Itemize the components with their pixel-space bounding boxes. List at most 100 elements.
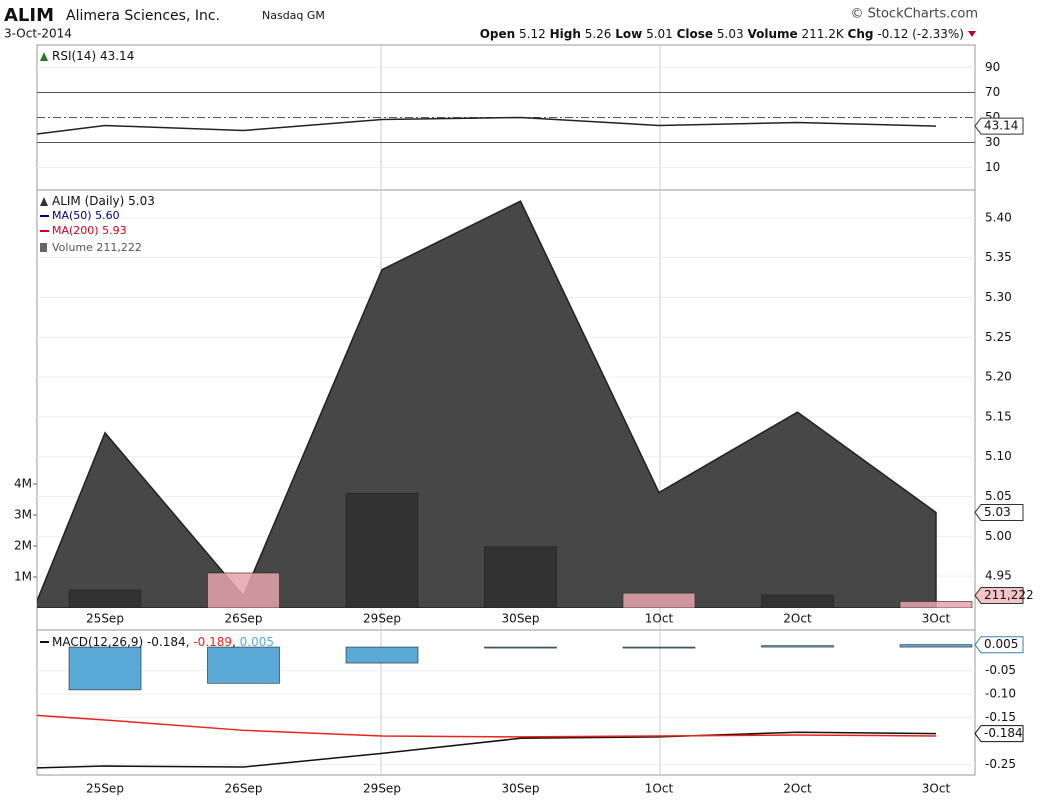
y-tick-label: 30 bbox=[985, 135, 1000, 149]
line bbox=[37, 714, 937, 738]
value: -0.12 (-2.33%) bbox=[877, 27, 964, 41]
label: Close bbox=[677, 27, 713, 41]
x-tick-label: 29Sep bbox=[363, 782, 401, 796]
y-tick-label: 5.05 bbox=[985, 489, 1012, 503]
plot bbox=[37, 67, 975, 168]
legend-name: MACD(12,26,9) bbox=[52, 635, 143, 649]
legend-value: -0.184 bbox=[147, 635, 186, 649]
bar bbox=[761, 594, 834, 608]
x-tick-label: 29Sep bbox=[363, 612, 401, 626]
line bbox=[37, 116, 937, 135]
value-tag bbox=[974, 503, 1024, 521]
bar bbox=[484, 646, 557, 649]
bar bbox=[484, 546, 557, 608]
y-tick-label: 5.20 bbox=[985, 370, 1012, 384]
value-tag bbox=[974, 117, 1024, 135]
legend-separator: , bbox=[232, 635, 240, 649]
label: Volume bbox=[747, 27, 797, 41]
y-tick-label: 5.35 bbox=[985, 250, 1012, 264]
legend-icon bbox=[40, 197, 48, 206]
plot bbox=[37, 200, 975, 608]
bar bbox=[345, 492, 419, 608]
y-tick-label: 70 bbox=[985, 85, 1000, 99]
value-tag bbox=[974, 725, 1024, 743]
down-arrow bbox=[968, 31, 976, 37]
x-tick-label: 26Sep bbox=[225, 612, 263, 626]
y-tick-label: 10 bbox=[985, 160, 1000, 174]
x-tick-label: 1Oct bbox=[645, 782, 674, 796]
legend: MACD(12,26,9) -0.184, -0.189, 0.005 bbox=[52, 635, 274, 649]
x-tick-label: 30Sep bbox=[502, 612, 540, 626]
value-tag bbox=[974, 586, 1024, 604]
bar bbox=[622, 646, 696, 649]
legend: MA(200) 5.93 bbox=[52, 224, 127, 237]
x-tick-label: 30Sep bbox=[502, 782, 540, 796]
legend-name: ALIM (Daily) bbox=[52, 194, 124, 208]
value-tag-label: 0.005 bbox=[984, 637, 1018, 651]
y-tick-label: 5.25 bbox=[985, 330, 1012, 344]
legend-icon bbox=[40, 243, 47, 252]
legend: Volume 211,222 bbox=[52, 241, 142, 254]
y2-tick-label: 4M bbox=[14, 476, 32, 490]
legend-name: MA(50) bbox=[52, 209, 92, 222]
value-tag-label: 43.14 bbox=[984, 119, 1018, 133]
x-tick-label: 3Oct bbox=[922, 782, 951, 796]
legend-name: MA(200) bbox=[52, 224, 99, 237]
y-tick-label: -0.15 bbox=[985, 710, 1016, 724]
value-tag-label: 5.03 bbox=[984, 505, 1011, 519]
value-tag-label: -0.184 bbox=[984, 726, 1023, 740]
legend-value: 0.005 bbox=[240, 635, 274, 649]
value: 5.03 bbox=[717, 27, 744, 41]
plot bbox=[37, 644, 975, 769]
bar bbox=[207, 572, 280, 608]
y-tick-label: -0.05 bbox=[985, 663, 1016, 677]
bar bbox=[68, 646, 142, 691]
line bbox=[37, 731, 937, 769]
y-tick-label: 5.40 bbox=[985, 210, 1012, 224]
y-tick-label: 5.00 bbox=[985, 529, 1012, 543]
bar bbox=[68, 589, 142, 608]
y2-tick-label: 3M bbox=[14, 507, 32, 521]
y-tick-label: 5.30 bbox=[985, 290, 1012, 304]
x-tick-label: 25Sep bbox=[86, 612, 124, 626]
bar bbox=[207, 646, 280, 684]
legend-value: 5.93 bbox=[102, 224, 127, 237]
label: Low bbox=[615, 27, 642, 41]
x-tick-label: 2Oct bbox=[783, 612, 812, 626]
legend-value: -0.189 bbox=[193, 635, 232, 649]
date: 3-Oct-2014 bbox=[4, 27, 72, 41]
legend-value: 5.60 bbox=[95, 209, 120, 222]
value: 5.26 bbox=[585, 27, 612, 41]
source: © StockCharts.com bbox=[850, 7, 978, 22]
bar bbox=[345, 646, 419, 664]
legend: ALIM (Daily) 5.03 bbox=[52, 194, 155, 208]
label: Open bbox=[480, 27, 515, 41]
y-tick-label: 5.10 bbox=[985, 449, 1012, 463]
legend: RSI(14) 43.14 bbox=[52, 49, 134, 63]
symbol: ALIM bbox=[4, 5, 54, 26]
value: 211.2K bbox=[801, 27, 844, 41]
y2-tick-label: 2M bbox=[14, 538, 32, 552]
y-tick-label: 4.95 bbox=[985, 569, 1012, 583]
value-tag bbox=[974, 636, 1024, 654]
y2-tick-label: 1M bbox=[14, 569, 32, 583]
value: 5.01 bbox=[646, 27, 673, 41]
y-tick-label: -0.10 bbox=[985, 687, 1016, 701]
quote: Open 5.12 High 5.26 Low 5.01 Close 5.03 … bbox=[480, 27, 964, 41]
panel-border bbox=[36, 629, 976, 776]
company: Alimera Sciences, Inc. bbox=[66, 8, 220, 24]
y-tick-label: 90 bbox=[985, 60, 1000, 74]
legend-value: 211,222 bbox=[96, 241, 142, 254]
x-tick-label: 26Sep bbox=[225, 782, 263, 796]
area bbox=[37, 200, 937, 608]
legend-value: 43.14 bbox=[100, 49, 134, 63]
x-tick-label: 25Sep bbox=[86, 782, 124, 796]
x-tick-label: 2Oct bbox=[783, 782, 812, 796]
exchange: Nasdaq GM bbox=[262, 9, 325, 22]
y-tick-label: 5.15 bbox=[985, 409, 1012, 423]
value: 5.12 bbox=[519, 27, 546, 41]
legend-icon bbox=[40, 52, 48, 61]
legend: MA(50) 5.60 bbox=[52, 209, 120, 222]
legend-separator: , bbox=[186, 635, 194, 649]
